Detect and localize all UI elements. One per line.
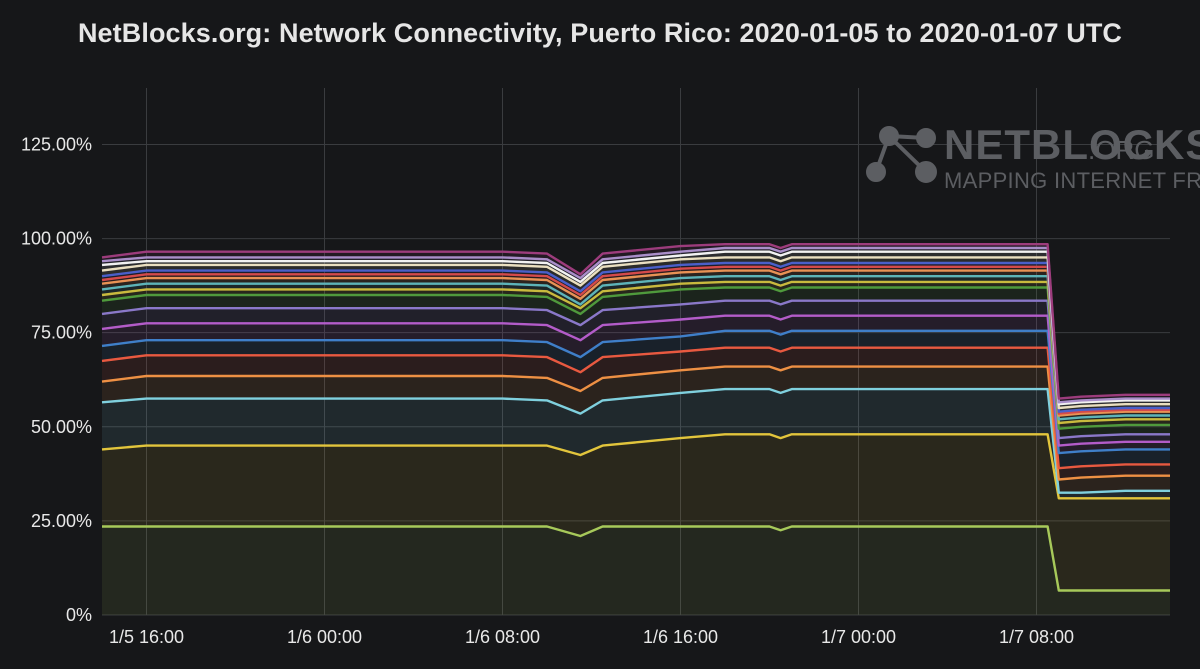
- series-line: [101, 280, 1170, 425]
- series-line: [101, 261, 1170, 413]
- x-tick-label: 1/7 00:00: [821, 627, 896, 647]
- x-tick-label: 1/6 00:00: [287, 627, 362, 647]
- x-tick-label: 1/6 16:00: [643, 627, 718, 647]
- x-tick-label: 1/7 08:00: [999, 627, 1074, 647]
- y-tick-label: 100.00%: [21, 229, 92, 249]
- series-area: [102, 389, 1170, 499]
- series-line: [101, 256, 1170, 410]
- series-line: [101, 433, 1170, 500]
- brand-wordmark: NETBLOCKS: [944, 121, 1200, 168]
- series-line: [102, 525, 1170, 592]
- series-line: [101, 269, 1170, 417]
- series-areas: [101, 242, 1170, 615]
- series-line: [101, 250, 1170, 406]
- series-line: [101, 286, 1170, 430]
- y-tick-label: 75.00%: [31, 323, 92, 343]
- series-line: [101, 242, 1170, 400]
- network-logo-icon: [866, 126, 937, 183]
- x-tick-label: 1/5 16:00: [109, 627, 184, 647]
- y-axis-labels: 0% 25.00% 50.00% 75.00% 100.00% 125.00%: [21, 134, 92, 625]
- y-tick-label: 0%: [66, 605, 92, 625]
- y-tick-label: 25.00%: [31, 511, 92, 531]
- brand-suffix: .ORG: [1088, 135, 1154, 165]
- netblocks-watermark: NETBLOCKS .ORG MAPPING INTERNET FREEDOM: [866, 121, 1200, 193]
- series-area: [102, 287, 1170, 439]
- series-line: [101, 265, 1170, 415]
- series-line: [101, 299, 1170, 440]
- series-area: [102, 526, 1170, 615]
- brand-tagline: MAPPING INTERNET FREEDOM: [944, 168, 1200, 193]
- chart-title: NetBlocks.org: Network Connectivity, Pue…: [77, 18, 1123, 48]
- series-line: [101, 387, 1170, 494]
- series-line: [101, 314, 1170, 447]
- series-area: [102, 300, 1170, 446]
- series-line: [101, 365, 1170, 481]
- y-tick-label: 125.00%: [21, 134, 92, 154]
- series-line: [101, 329, 1170, 455]
- series-line: [101, 246, 1170, 404]
- series-line: [101, 275, 1170, 421]
- series-area: [102, 315, 1170, 454]
- x-tick-label: 1/6 08:00: [465, 627, 540, 647]
- series-area: [102, 434, 1170, 591]
- series-line: [101, 346, 1170, 470]
- y-tick-label: 50.00%: [31, 417, 92, 437]
- series-area: [102, 330, 1170, 469]
- x-axis-labels: 1/5 16:00 1/6 00:00 1/6 08:00 1/6 16:00 1/7 …: [109, 627, 1074, 647]
